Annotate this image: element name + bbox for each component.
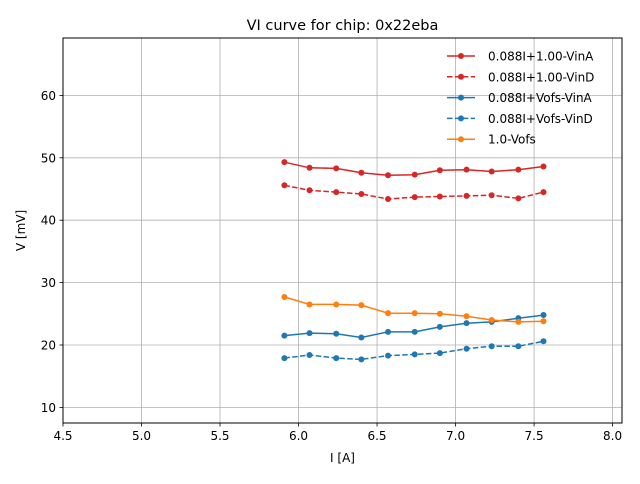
data-point bbox=[488, 168, 495, 175]
data-point bbox=[463, 192, 470, 199]
data-point bbox=[540, 312, 547, 319]
legend-marker bbox=[458, 53, 464, 59]
legend-marker bbox=[458, 94, 464, 101]
data-point bbox=[385, 172, 392, 179]
legend-label: 1.0-Vofs bbox=[488, 133, 536, 147]
legend-label: 0.088I+1.00-VinA bbox=[488, 50, 594, 64]
data-point bbox=[463, 345, 470, 352]
data-point bbox=[488, 317, 495, 324]
legend-marker bbox=[458, 136, 464, 143]
data-point bbox=[540, 189, 547, 196]
data-point bbox=[411, 171, 418, 178]
data-point bbox=[358, 302, 365, 309]
x-axis-label: I [A] bbox=[330, 451, 355, 465]
data-point bbox=[540, 318, 547, 325]
data-point bbox=[436, 167, 443, 174]
data-point bbox=[463, 313, 470, 320]
data-point bbox=[385, 310, 392, 317]
legend: 0.088I+1.00-VinA 0.088I+1.00-VinD 0.088I+V… bbox=[447, 50, 594, 147]
data-point bbox=[488, 343, 495, 350]
y-tick-label: 40 bbox=[41, 214, 56, 228]
y-axis-label: V [mV] bbox=[14, 210, 28, 251]
x-tick-label: 8.0 bbox=[603, 429, 622, 443]
data-point bbox=[281, 159, 288, 166]
data-point bbox=[306, 164, 313, 171]
data-point bbox=[411, 351, 418, 358]
x-tick-label: 5.0 bbox=[132, 429, 151, 443]
data-point bbox=[333, 301, 340, 308]
y-tick-label: 20 bbox=[41, 339, 56, 353]
ticks: 4.5 5.0 5.5 6.0 6.5 7.0 7.5 8.0 10 20 30 40 50 60 bbox=[41, 89, 622, 443]
data-point bbox=[281, 332, 288, 339]
data-point bbox=[436, 310, 443, 317]
legend-marker bbox=[458, 115, 464, 122]
data-point bbox=[333, 189, 340, 196]
data-point bbox=[306, 301, 313, 308]
data-point bbox=[463, 320, 470, 327]
x-tick-label: 7.0 bbox=[446, 429, 465, 443]
data-point bbox=[333, 165, 340, 172]
legend-marker bbox=[458, 73, 464, 80]
axes-frame bbox=[62, 37, 623, 424]
x-tick-label: 7.5 bbox=[525, 429, 544, 443]
y-tick-label: 50 bbox=[41, 151, 56, 165]
legend-label: 0.088I+1.00-VinD bbox=[488, 70, 594, 84]
data-point bbox=[281, 355, 288, 362]
y-tick-label: 10 bbox=[41, 401, 56, 415]
data-point bbox=[281, 293, 288, 300]
data-point bbox=[306, 351, 313, 358]
data-point bbox=[436, 350, 443, 357]
data-point bbox=[385, 328, 392, 335]
data-point bbox=[515, 343, 522, 350]
data-point bbox=[411, 310, 418, 317]
x-tick-label: 6.5 bbox=[367, 429, 386, 443]
chart-title: VI curve for chip: 0x22eba bbox=[247, 18, 439, 34]
data-point bbox=[333, 355, 340, 362]
data-point bbox=[306, 187, 313, 194]
x-tick-label: 6.0 bbox=[289, 429, 308, 443]
x-tick-label: 5.5 bbox=[210, 429, 229, 443]
data-point bbox=[463, 166, 470, 173]
y-tick-label: 60 bbox=[41, 89, 56, 103]
data-point bbox=[488, 192, 495, 199]
data-point bbox=[306, 330, 313, 337]
data-point bbox=[358, 356, 365, 363]
data-point bbox=[436, 193, 443, 200]
data-point bbox=[540, 163, 547, 170]
data-point bbox=[358, 334, 365, 341]
data-point bbox=[411, 328, 418, 335]
x-tick-label: 4.5 bbox=[53, 429, 72, 443]
data-point bbox=[385, 195, 392, 202]
legend-label: 0.088I+Vofs-VinA bbox=[488, 91, 593, 105]
data-point bbox=[515, 195, 522, 202]
data-point bbox=[411, 194, 418, 201]
data-point bbox=[358, 169, 365, 176]
data-point bbox=[281, 182, 288, 189]
grid bbox=[62, 38, 622, 423]
data-point bbox=[540, 338, 547, 345]
legend-label: 0.088I+Vofs-VinD bbox=[488, 112, 593, 126]
data-point bbox=[515, 318, 522, 325]
data-point bbox=[358, 190, 365, 197]
y-tick-label: 30 bbox=[41, 276, 56, 290]
series-layer bbox=[281, 159, 547, 363]
data-point bbox=[385, 352, 392, 359]
data-point bbox=[436, 323, 443, 330]
data-point bbox=[333, 330, 340, 337]
data-point bbox=[515, 166, 522, 173]
